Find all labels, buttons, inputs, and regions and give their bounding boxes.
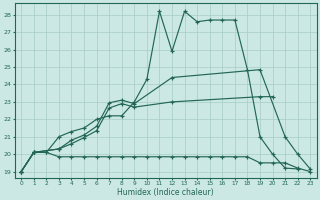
X-axis label: Humidex (Indice chaleur): Humidex (Indice chaleur): [117, 188, 214, 197]
